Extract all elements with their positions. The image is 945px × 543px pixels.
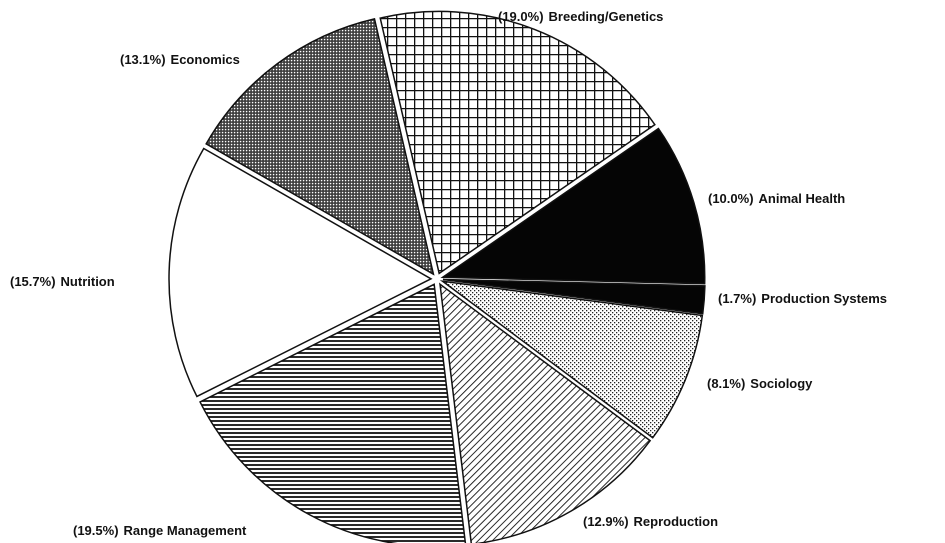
value-label: (8.1%) xyxy=(707,376,745,391)
pie-slice xyxy=(439,282,652,543)
pie-slice xyxy=(199,283,467,543)
slice-label: (19.5%) Range Management xyxy=(73,523,247,538)
value-label: (10.0%) xyxy=(708,191,754,206)
category-label: Sociology xyxy=(750,376,813,391)
slice-label: (10.0%) Animal Health xyxy=(708,191,845,206)
category-label: Range Management xyxy=(124,523,247,538)
category-label: Reproduction xyxy=(634,514,719,529)
value-label: (15.7%) xyxy=(10,274,56,289)
slice-label: (15.7%) Nutrition xyxy=(10,274,115,289)
category-label: Economics xyxy=(171,52,240,67)
pie-slice xyxy=(442,278,706,315)
category-label: Animal Health xyxy=(759,191,846,206)
category-label: Production Systems xyxy=(761,291,887,306)
value-label: (12.9%) xyxy=(583,514,629,529)
slice-label: (12.9%) Reproduction xyxy=(583,514,718,529)
pie-slice xyxy=(439,280,704,439)
slice-label: (19.0%) Breeding/Genetics xyxy=(498,9,663,24)
slice-label: (8.1%) Sociology xyxy=(707,376,813,391)
pie-slice xyxy=(205,17,435,276)
value-label: (13.1%) xyxy=(120,52,166,67)
pie-slice xyxy=(440,127,706,285)
value-label: (19.5%) xyxy=(73,523,119,538)
value-label: (1.7%) xyxy=(718,291,756,306)
slice-label: (1.7%) Production Systems xyxy=(718,291,887,306)
category-label: Breeding/Genetics xyxy=(549,9,664,24)
slice-label: (13.1%) Economics xyxy=(120,52,240,67)
value-label: (19.0%) xyxy=(498,9,544,24)
category-label: Nutrition xyxy=(61,274,115,289)
pie-slice xyxy=(168,147,433,398)
pie-slice xyxy=(379,10,656,275)
